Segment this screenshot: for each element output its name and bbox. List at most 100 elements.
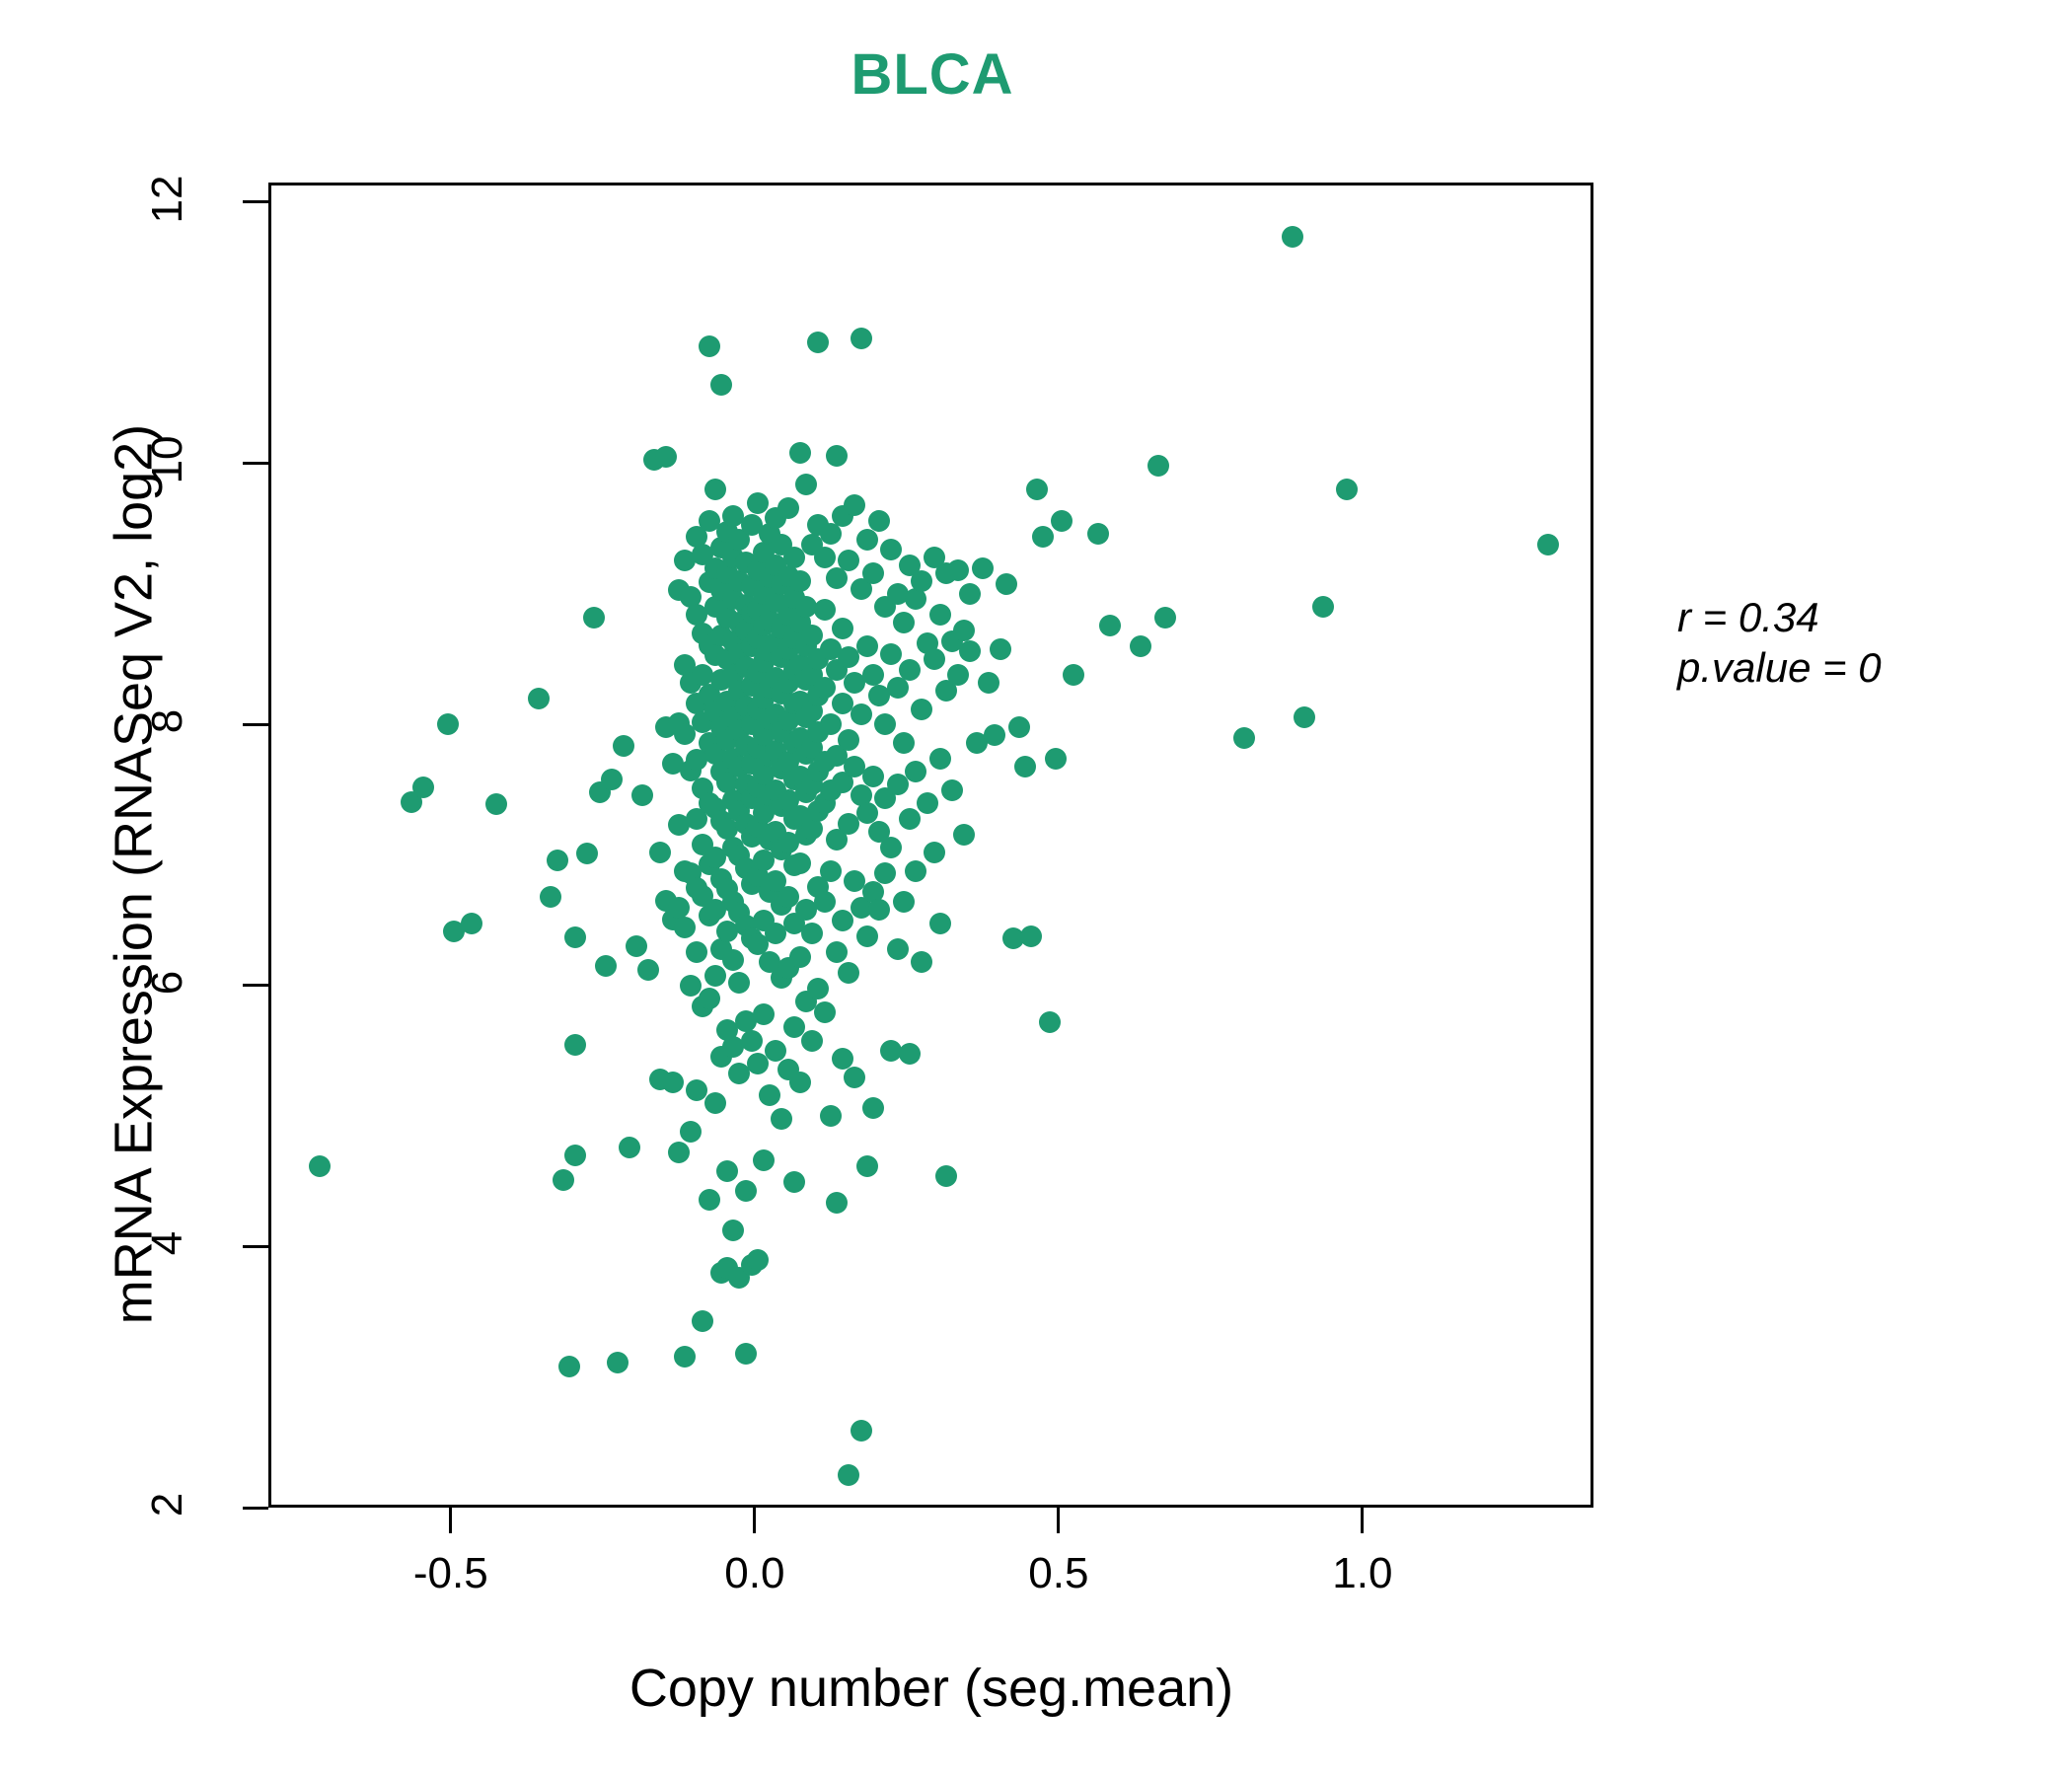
data-point (412, 776, 434, 798)
data-point (832, 693, 854, 715)
data-point (940, 778, 963, 801)
data-point (686, 525, 708, 548)
data-point (600, 769, 623, 791)
page-title: BLCA (851, 42, 1014, 107)
data-point (746, 491, 769, 514)
data-point (1050, 510, 1073, 533)
data-point (782, 547, 805, 569)
data-point (655, 446, 678, 469)
data-point (813, 891, 836, 914)
data-point (934, 680, 957, 703)
data-point (703, 847, 726, 869)
data-point (886, 774, 909, 796)
data-point (782, 1170, 805, 1193)
y-tick-label: 2 (143, 1492, 191, 1517)
data-point (892, 891, 915, 914)
y-tick-label: 8 (143, 708, 191, 734)
data-point (698, 988, 720, 1010)
data-point (838, 1464, 860, 1487)
data-point (788, 569, 811, 592)
data-point (1536, 533, 1559, 555)
data-point (692, 664, 714, 687)
data-point (886, 677, 909, 700)
data-point (825, 444, 848, 467)
data-point (795, 474, 818, 495)
data-point (880, 539, 903, 561)
x-tick-label: 0.0 (724, 1549, 785, 1597)
data-point (698, 334, 720, 357)
data-point (996, 572, 1018, 595)
data-point (753, 850, 775, 872)
data-point (850, 577, 872, 600)
x-tick-mark (1057, 1508, 1061, 1533)
y-tick-label: 12 (143, 175, 191, 224)
data-point (898, 807, 921, 830)
data-point (552, 1169, 574, 1192)
data-point (461, 912, 483, 934)
data-point (795, 899, 818, 922)
data-point (861, 766, 884, 788)
data-point (850, 327, 872, 349)
data-point (692, 1310, 714, 1333)
data-point (844, 494, 866, 517)
data-point (673, 1345, 696, 1368)
data-point (825, 745, 848, 768)
data-point (740, 1029, 763, 1052)
data-point (886, 583, 909, 606)
data-point (911, 698, 933, 720)
data-point (1099, 614, 1122, 636)
data-point (1001, 927, 1024, 950)
data-point (923, 842, 945, 864)
data-point (838, 549, 860, 571)
annotation-line: r = 0.34 (1677, 594, 1819, 640)
data-point (782, 1016, 805, 1039)
data-point (911, 951, 933, 974)
x-tick-label: -0.5 (412, 1549, 488, 1597)
data-point (898, 1042, 921, 1065)
data-point (1336, 479, 1359, 501)
data-point (905, 859, 927, 882)
data-point (971, 556, 994, 579)
data-point (801, 1029, 824, 1052)
data-point (740, 514, 763, 537)
data-point (734, 1343, 757, 1366)
data-point (703, 1092, 726, 1115)
data-point (722, 504, 745, 527)
data-point (484, 793, 507, 816)
data-point (716, 818, 739, 841)
data-point (771, 1108, 793, 1131)
data-point (709, 374, 732, 397)
data-point (1020, 925, 1043, 947)
data-point (855, 925, 878, 947)
data-point (947, 664, 970, 687)
data-point (880, 836, 903, 858)
y-tick-label: 10 (143, 436, 191, 484)
data-point (825, 940, 848, 963)
data-point (850, 703, 872, 725)
data-point (582, 606, 605, 629)
data-point (819, 713, 842, 736)
data-point (686, 749, 708, 772)
data-point (564, 1145, 587, 1167)
data-point (795, 596, 818, 619)
data-point (813, 677, 836, 700)
data-point (813, 547, 836, 569)
data-point (722, 1036, 745, 1059)
data-point (838, 813, 860, 836)
data-point (716, 1159, 739, 1182)
data-point (813, 1000, 836, 1023)
data-point (788, 851, 811, 874)
data-point (673, 549, 696, 571)
data-point (977, 672, 999, 695)
data-point (309, 1154, 332, 1177)
data-point (686, 807, 708, 830)
data-point (825, 567, 848, 590)
data-point (965, 731, 988, 754)
data-point (911, 569, 933, 592)
data-point (746, 1248, 769, 1271)
data-point (734, 1179, 757, 1202)
data-point (892, 612, 915, 634)
data-point (765, 1040, 787, 1063)
data-point (1007, 716, 1030, 739)
y-tick-label: 4 (143, 1231, 191, 1256)
